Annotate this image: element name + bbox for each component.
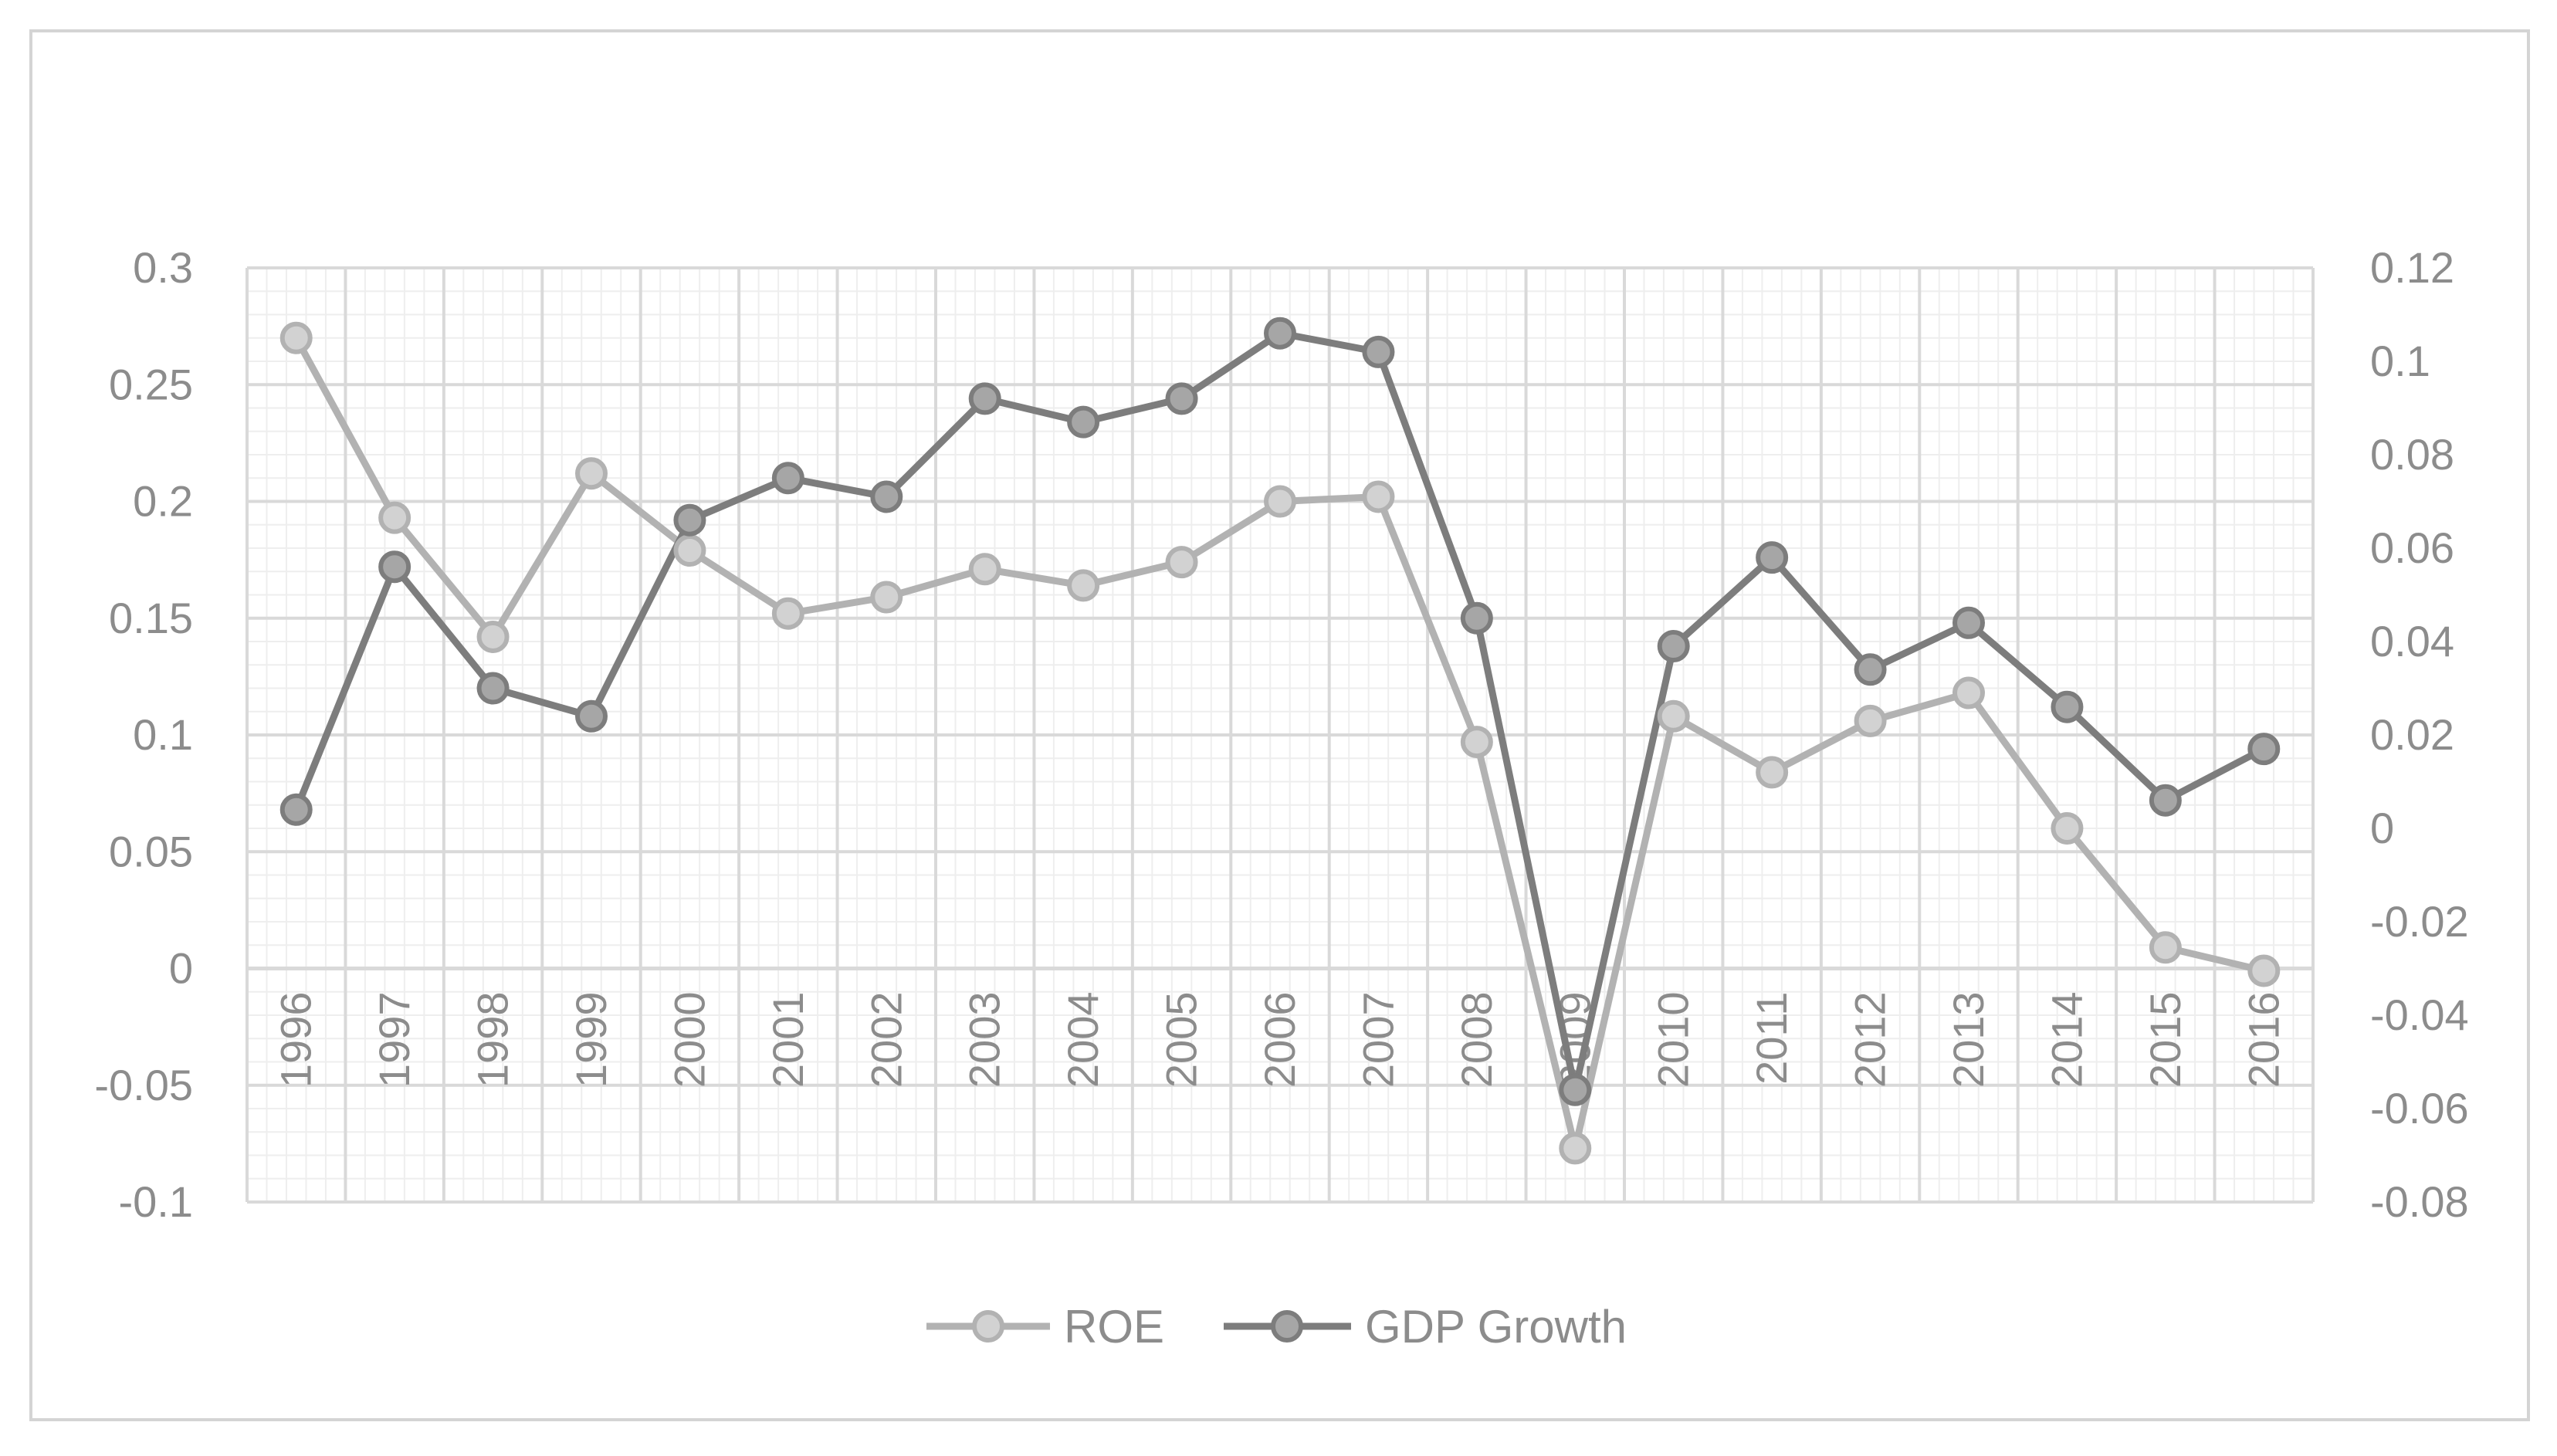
roe-marker (1165, 546, 1198, 579)
secondary-y-tick-label: 0 (2370, 804, 2394, 852)
roe-marker (1067, 569, 1100, 602)
gdp-growth-marker (2247, 733, 2281, 766)
x-tick-label: 2007 (1353, 992, 1402, 1089)
secondary-y-tick-label: -0.04 (2370, 990, 2469, 1039)
x-tick-label: 2014 (2042, 992, 2091, 1089)
gdp-growth-marker (1264, 317, 1296, 350)
roe-marker (1362, 480, 1395, 513)
x-tick-label: 2006 (1255, 992, 1304, 1089)
secondary-y-tick-label: 0.1 (2370, 337, 2430, 385)
secondary-y-tick-label: 0.02 (2370, 710, 2454, 759)
x-tick-label: 2015 (2141, 992, 2190, 1089)
x-tick-label: 2013 (1944, 992, 1993, 1089)
gdp-growth-marker (1756, 541, 1789, 574)
chart-frame-border (29, 29, 2530, 1421)
secondary-y-tick-label: -0.02 (2370, 897, 2469, 946)
gdp-growth-marker (870, 480, 903, 513)
roe-marker (673, 534, 706, 567)
primary-y-tick-label: -0.1 (119, 1177, 194, 1226)
x-tick-label: 2000 (665, 992, 713, 1089)
roe-marker (870, 581, 903, 614)
primary-y-tick-label: 0.15 (109, 594, 193, 642)
primary-y-tick-label: 0.25 (109, 360, 193, 408)
gdp-growth-marker (575, 699, 608, 733)
primary-y-tick-label: 0.1 (133, 710, 193, 759)
x-tick-label: 2008 (1452, 992, 1501, 1089)
x-tick-label: 2011 (1747, 992, 1796, 1085)
roe-marker (771, 597, 804, 630)
roe-marker (1657, 699, 1690, 733)
x-tick-label: 1998 (469, 992, 517, 1089)
roe-marker (2247, 954, 2281, 987)
gdp-growth-marker (1657, 630, 1690, 663)
roe-marker (378, 501, 411, 534)
gdp-growth-marker (279, 793, 313, 826)
x-tick-label: 2003 (960, 992, 1009, 1089)
gdp-growth-marker (378, 550, 411, 584)
secondary-y-tick-label: 0.08 (2370, 430, 2454, 479)
gdp-growth-marker (1559, 1073, 1592, 1106)
roe-marker (1264, 485, 1296, 518)
gdp-growth-marker (673, 503, 706, 537)
secondary-y-tick-label: 0.12 (2370, 243, 2454, 292)
secondary-y-axis: 0.12 0.1 0.08 0.06 0.04 0.02 0 -0.02 -0.04 -0.06 -… (2370, 243, 2469, 1226)
legend-gdp-marker (1271, 1310, 1303, 1343)
roe-marker (575, 457, 608, 490)
gdp-growth-marker (476, 672, 510, 705)
x-tick-label: 2010 (1649, 992, 1698, 1089)
primary-y-axis: 0.3 0.25 0.2 0.15 0.1 0.05 0 -0.05 -0.1 (94, 243, 193, 1226)
x-tick-label: 2004 (1058, 992, 1107, 1089)
primary-y-tick-label: 0.05 (109, 827, 193, 875)
roe-marker (279, 321, 313, 354)
x-tick-label: 2012 (1846, 992, 1895, 1089)
series-markers (279, 317, 2281, 1165)
primary-y-tick-label: 0.2 (133, 477, 193, 526)
secondary-y-tick-label: -0.08 (2370, 1177, 2469, 1226)
secondary-y-tick-label: 0.06 (2370, 523, 2454, 572)
gdp-growth-marker (771, 462, 804, 495)
roe-marker (2149, 931, 2182, 964)
legend-roe-marker (972, 1310, 1004, 1343)
roe-marker (1952, 676, 1985, 709)
major-gridlines (246, 266, 2315, 1204)
roe-marker (1854, 704, 1887, 737)
secondary-y-tick-label: 0.04 (2370, 617, 2454, 665)
gdp-growth-marker (2149, 784, 2182, 817)
legend: ROE GDP Growth (926, 1301, 1627, 1353)
gdp-growth-marker (1067, 405, 1100, 438)
x-tick-label: 1997 (370, 992, 418, 1089)
primary-y-tick-label: 0.3 (133, 243, 193, 292)
gdp-growth-marker (1362, 335, 1395, 368)
gdp-growth-marker (1854, 653, 1887, 686)
x-tick-label: 2001 (764, 992, 812, 1089)
x-tick-label: 1999 (567, 992, 615, 1089)
secondary-y-tick-label: -0.06 (2370, 1084, 2469, 1133)
x-tick-label: 2002 (862, 992, 910, 1089)
roe-marker (1559, 1132, 1592, 1165)
legend-roe-label: ROE (1064, 1301, 1164, 1353)
roe-marker (1460, 726, 1493, 759)
gdp-growth-marker (2051, 690, 2084, 723)
x-tick-label: 2016 (2239, 992, 2288, 1089)
gdp-growth-marker (968, 382, 1001, 415)
primary-y-tick-label: 0 (169, 944, 193, 993)
gdp-growth-marker (1460, 601, 1493, 635)
gdp-growth-marker (1165, 382, 1198, 415)
gdp-growth-marker (1952, 606, 1985, 639)
roe-marker (968, 553, 1001, 586)
x-tick-label: 1996 (272, 992, 320, 1089)
primary-y-tick-label: -0.05 (94, 1061, 193, 1109)
roe-marker (2051, 812, 2084, 845)
x-axis: 1996 1997 1998 1999 2000 2001 2002 2003 2004 2005… (272, 992, 2288, 1089)
x-tick-label: 2005 (1157, 992, 1206, 1089)
roe-marker (1756, 756, 1789, 789)
legend-gdp-label: GDP Growth (1365, 1301, 1627, 1353)
roe-marker (476, 620, 510, 653)
